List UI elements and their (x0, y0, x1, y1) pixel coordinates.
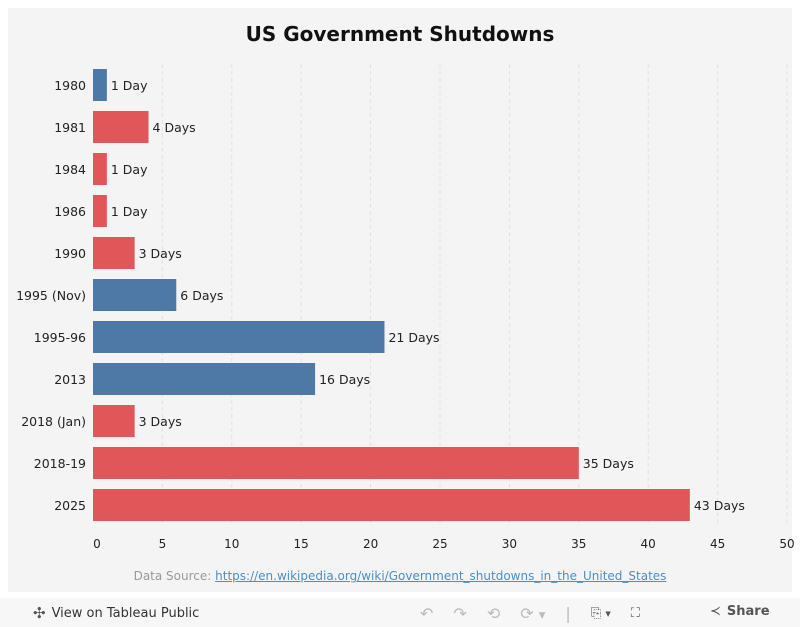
x-tick-label: 50 (779, 537, 794, 551)
y-category-label: 1995-96 (34, 330, 86, 345)
x-tick-label: 30 (502, 537, 517, 551)
divider: | (565, 604, 571, 623)
y-category-label: 2025 (54, 498, 86, 513)
undo-icon[interactable]: ↶ (420, 604, 434, 623)
data-source: Data Source: https://en.wikipedia.org/wi… (0, 569, 800, 583)
y-category-label: 1986 (54, 204, 86, 219)
bar (93, 279, 177, 311)
data-label: 4 Days (153, 120, 196, 135)
bar (93, 195, 107, 227)
data-label: 16 Days (319, 372, 370, 387)
fullscreen-icon[interactable]: ⛶ (630, 606, 640, 621)
bar (93, 321, 385, 353)
download-icon[interactable]: ⎘ ▾ (590, 606, 611, 621)
share-button[interactable]: ≺ Share (710, 604, 770, 619)
revert-icon[interactable]: ⟲ (486, 604, 501, 623)
bar (93, 237, 135, 269)
data-source-label: Data Source: (133, 569, 212, 583)
data-label: 21 Days (388, 330, 439, 345)
bar (93, 447, 579, 479)
bar (93, 111, 149, 143)
tableau-logo-icon: ✣ (33, 604, 46, 622)
x-tick-label: 20 (363, 537, 378, 551)
x-tick-label: 15 (294, 537, 309, 551)
x-tick-label: 45 (710, 537, 725, 551)
y-category-label: 2018 (Jan) (21, 414, 86, 429)
data-label: 35 Days (583, 456, 634, 471)
data-label: 1 Day (111, 204, 148, 219)
bar (93, 405, 135, 437)
redo-icon[interactable]: ↷ (453, 604, 467, 623)
share-icon: ≺ (710, 604, 721, 619)
data-label: 6 Days (180, 288, 223, 303)
x-tick-label: 35 (571, 537, 586, 551)
y-category-label: 2018-19 (34, 456, 86, 471)
bar (93, 489, 690, 521)
bar (93, 69, 107, 101)
x-tick-label: 40 (641, 537, 656, 551)
bar (93, 153, 107, 185)
chart-title: US Government Shutdowns (245, 22, 555, 46)
share-label: Share (726, 604, 770, 619)
data-label: 1 Day (111, 162, 148, 177)
toolbar: ✣ View on Tableau Public ↶ ↷ ⟲ ⟳ ▾ | ⎘ ▾… (0, 598, 800, 627)
data-label: 43 Days (694, 498, 745, 513)
data-label: 3 Days (139, 246, 182, 261)
y-category-label: 1990 (54, 246, 86, 261)
y-category-label: 1995 (Nov) (16, 288, 86, 303)
x-tick-label: 5 (159, 537, 167, 551)
y-category-label: 1980 (54, 78, 86, 93)
x-tick-label: 25 (432, 537, 447, 551)
data-source-link[interactable]: https://en.wikipedia.org/wiki/Government… (215, 569, 667, 583)
y-category-label: 2013 (54, 372, 86, 387)
x-tick-label: 10 (224, 537, 239, 551)
x-tick-label: 0 (93, 537, 101, 551)
y-category-label: 1984 (54, 162, 86, 177)
view-on-tableau-label: View on Tableau Public (51, 605, 200, 621)
data-label: 3 Days (139, 414, 182, 429)
view-on-tableau-button[interactable]: ✣ View on Tableau Public (33, 604, 199, 622)
y-category-label: 1981 (54, 120, 86, 135)
refresh-icon[interactable]: ⟳ ▾ (520, 604, 546, 623)
data-label: 1 Day (111, 78, 148, 93)
bar (93, 363, 316, 395)
